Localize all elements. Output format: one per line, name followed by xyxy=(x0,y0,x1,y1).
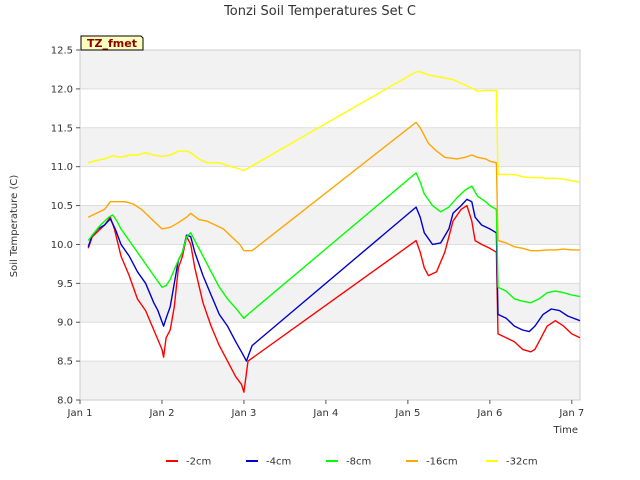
legend-label: -32cm xyxy=(506,457,538,468)
x-axis-label: Time xyxy=(553,425,578,436)
y-tick-label: 8.5 xyxy=(57,357,73,368)
x-tick-label: Jan 6 xyxy=(476,408,502,419)
series-line-16cmcm xyxy=(87,121,580,252)
plot-band xyxy=(80,127,580,167)
legend-label: -16cm xyxy=(426,457,458,468)
y-tick-label: 11.5 xyxy=(51,123,73,134)
legend-item: -2cm xyxy=(166,457,211,468)
x-tick-label: Jan 5 xyxy=(394,408,420,419)
plot-band xyxy=(80,361,580,400)
y-tick-label: 10.0 xyxy=(51,240,73,251)
legend-label: -4cm xyxy=(266,457,291,468)
badge-box xyxy=(80,35,144,51)
y-tick-label: 11.0 xyxy=(51,162,73,173)
legend-item: -16cm xyxy=(406,457,458,468)
y-axis-ticks: 8.0 8.5 9.0 9.5 10.0 10.5 11.0 11.5 12.0 12.5 xyxy=(51,46,80,407)
plot-bands xyxy=(80,50,580,400)
x-tick-label: Jan 4 xyxy=(312,408,338,419)
x-tick-label: Jan 2 xyxy=(148,408,174,419)
x-tick-label: Jan 3 xyxy=(230,408,256,419)
plot-band xyxy=(80,322,580,362)
legend-item: -8cm xyxy=(326,457,371,468)
series-line-8cmcm xyxy=(87,172,581,319)
y-tick-label: 12.5 xyxy=(51,46,73,57)
chart-title: Tonzi Soil Temperatures Set C xyxy=(223,4,416,19)
series-line-4cmcm xyxy=(87,198,581,362)
x-tick-label: Jan 1 xyxy=(67,408,93,419)
legend-label: -8cm xyxy=(346,457,371,468)
plot-band xyxy=(80,50,580,89)
y-tick-label: 9.5 xyxy=(57,279,73,290)
y-tick-label: 8.0 xyxy=(57,396,73,407)
legend-item: -32cm xyxy=(486,457,538,468)
x-axis-ticks: Jan 1 Jan 2 Jan 3 Jan 4 Jan 5 Jan 6 Jan 7 xyxy=(67,400,584,419)
plot-band xyxy=(80,166,580,206)
series-line-32cmcm xyxy=(88,71,581,183)
plot-band xyxy=(80,205,580,245)
y-tick-label: 12.0 xyxy=(51,84,73,95)
series-line-2cmcm xyxy=(87,204,581,393)
station-badge: TZ_fmet xyxy=(80,35,144,51)
plot-frame xyxy=(79,49,581,401)
legend: -2cm -4cm -8cm -16cm -32cm xyxy=(166,457,538,468)
y-tick-label: 9.0 xyxy=(57,318,73,329)
y-tick-label: 10.5 xyxy=(51,201,73,212)
legend-item: -4cm xyxy=(246,457,291,468)
x-tick-label: Jan 7 xyxy=(558,408,584,419)
series-lines xyxy=(87,71,581,393)
y-axis-label: Soil Temperature (C) xyxy=(9,175,20,278)
legend-label: -2cm xyxy=(186,457,211,468)
badge-label: TZ_fmet xyxy=(87,37,137,50)
